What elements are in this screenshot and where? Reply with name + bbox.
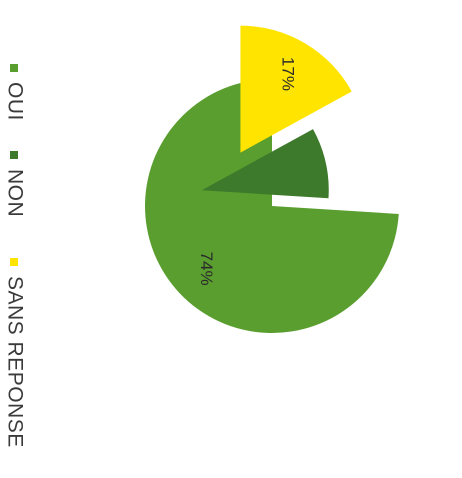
pie-slice-sans-reponse bbox=[240, 25, 352, 153]
legend-swatch-oui bbox=[10, 64, 18, 72]
legend-swatch-sans-reponse bbox=[10, 258, 18, 266]
legend-swatch-non bbox=[10, 151, 18, 159]
pie-slices bbox=[144, 25, 399, 333]
slice-label-sans-reponse: 17% bbox=[279, 57, 298, 91]
legend-label-oui: OUI bbox=[3, 82, 26, 121]
slice-label-oui: 74% bbox=[197, 252, 216, 286]
legend: OUI NON SANS REPONSE bbox=[3, 64, 26, 448]
pie-slice-labels: 74% 17% bbox=[197, 57, 298, 286]
pie-slice-oui bbox=[144, 79, 399, 333]
legend-label-non: NON bbox=[3, 169, 26, 217]
pie-slice-non bbox=[201, 129, 329, 199]
legend-label-sans-reponse: SANS REPONSE bbox=[3, 276, 26, 448]
